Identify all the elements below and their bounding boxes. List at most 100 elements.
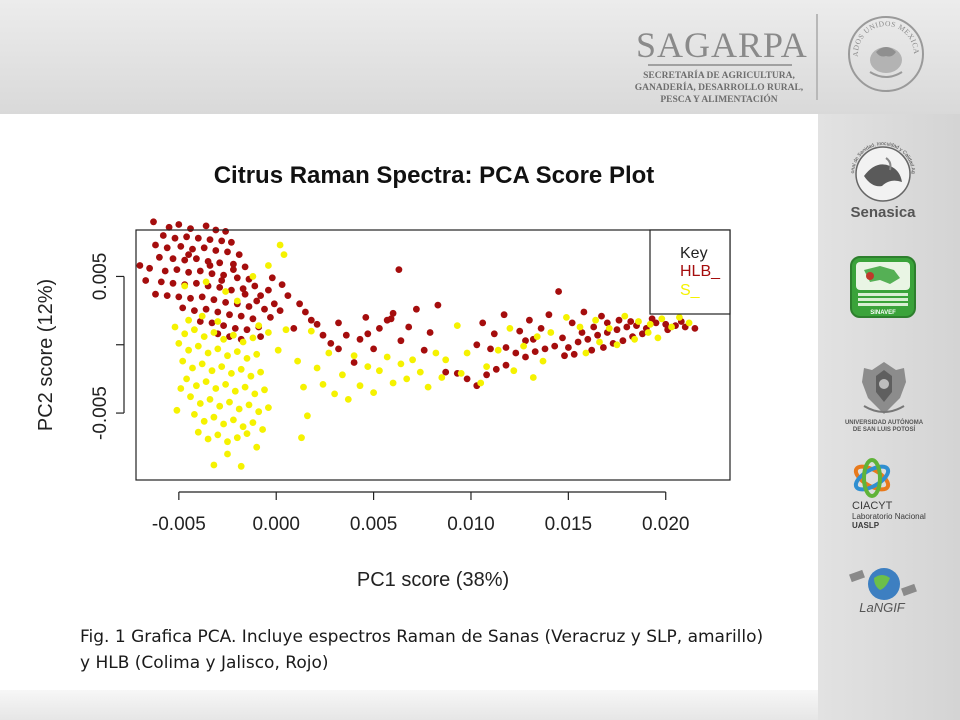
hlb-point	[189, 245, 196, 253]
hlb-point	[175, 221, 183, 228]
hlb-point	[267, 314, 274, 321]
y-tick-label: 0.005	[90, 253, 111, 301]
hlb-point	[307, 316, 315, 324]
senasica-caption: Senasica	[850, 204, 916, 221]
sagarpa-divider	[648, 64, 792, 66]
ciacyt-caption: CIACYT Laboratorio Nacional UASLP	[852, 500, 942, 530]
hlb-point	[218, 277, 226, 284]
sagarpa-subtitle-line-2: GANADERÍA, DESARROLLO RURAL,	[634, 83, 804, 93]
s-point	[685, 319, 693, 327]
hlb-point	[181, 256, 189, 264]
hlb-point	[487, 345, 494, 353]
figure-caption: Fig. 1 Grafica PCA. Incluye espectros Ra…	[80, 624, 800, 676]
s-point	[438, 374, 446, 381]
hlb-point	[276, 307, 284, 314]
hlb-point	[580, 308, 588, 316]
ciacyt-caption-line-1: CIACYT	[852, 500, 893, 512]
hlb-point	[177, 243, 185, 250]
hlb-point	[526, 316, 533, 324]
hlb-point	[233, 274, 241, 282]
s-point	[582, 349, 590, 357]
s-point	[200, 417, 208, 425]
s-point	[177, 385, 185, 392]
s-point	[635, 318, 642, 325]
hlb-point	[356, 335, 364, 343]
hlb-point	[619, 337, 627, 345]
chart-title: Citrus Raman Spectra: PCA Score Plot	[214, 162, 655, 189]
s-point	[529, 374, 537, 381]
hlb-point	[156, 253, 163, 261]
hlb-point	[198, 293, 206, 301]
hlb-point	[163, 244, 171, 252]
s-point	[249, 334, 257, 342]
s-point	[331, 390, 338, 398]
s-point	[233, 348, 241, 355]
s-point	[265, 262, 272, 269]
hlb-point	[146, 264, 154, 272]
legend-entry-hlb: HLB_	[680, 263, 721, 280]
s-point	[189, 364, 196, 372]
s-point	[204, 349, 212, 357]
sagarpa-subtitle: SECRETARÍA DE AGRICULTURA, GANADERÍA, DE…	[630, 70, 808, 106]
hlb-point	[588, 346, 596, 354]
langif-logo: LaNGIF	[849, 568, 917, 615]
s-point	[644, 329, 652, 336]
hlb-point	[516, 327, 524, 335]
legend-entry-s: S_	[680, 282, 701, 299]
hlb-point	[350, 359, 358, 366]
hlb-point	[284, 292, 292, 299]
hlb-point	[490, 330, 498, 338]
x-axis: -0.005 0.000 0.005 0.010 0.015 0.020	[152, 491, 690, 535]
s-point	[533, 333, 541, 340]
header-divider	[816, 14, 818, 100]
s-point	[214, 431, 222, 439]
s-point	[668, 323, 675, 331]
hlb-point	[142, 277, 150, 284]
hlb-point	[169, 255, 177, 263]
s-point	[171, 323, 179, 331]
header-band	[0, 0, 960, 114]
ciacyt-caption-line-2: Laboratorio Nacional	[852, 512, 926, 521]
s-point	[185, 316, 193, 324]
s-point	[477, 379, 485, 387]
s-point	[224, 438, 231, 446]
s-point	[237, 365, 245, 373]
hlb-point	[442, 368, 450, 376]
uaslp-caption: UNIVERSIDAD AUTÓNOMA DE SAN LUIS POTOSÍ	[836, 420, 932, 434]
hlb-point	[183, 233, 191, 241]
s-point	[243, 355, 251, 362]
hlb-point	[136, 262, 144, 269]
s-point	[539, 357, 547, 365]
s-point	[214, 345, 222, 353]
s-point	[631, 335, 638, 343]
s-point	[212, 385, 220, 392]
x-tick-label: -0.005	[152, 514, 206, 535]
hlb-point	[239, 285, 247, 293]
hlb-point	[594, 331, 601, 339]
x-tick-label: 0.020	[642, 514, 690, 535]
s-point	[175, 340, 183, 347]
s-point	[409, 356, 416, 364]
hlb-point	[187, 225, 194, 232]
scatter-points	[136, 218, 699, 470]
hlb-point	[243, 326, 251, 334]
hlb-point	[463, 375, 471, 383]
mexican-seal-logo: ESTADOS UNIDOS MEXICANOS	[846, 14, 924, 92]
hlb-point	[257, 333, 264, 340]
s-point	[307, 327, 315, 335]
s-point	[364, 363, 372, 370]
s-point	[253, 443, 261, 451]
s-point	[646, 320, 654, 328]
hlb-point	[296, 300, 303, 308]
s-point	[403, 375, 411, 383]
hlb-point	[165, 223, 173, 231]
s-point	[376, 367, 383, 375]
hlb-point	[574, 338, 582, 346]
s-point	[356, 382, 364, 390]
hlb-point	[290, 325, 298, 332]
hlb-point	[222, 299, 230, 306]
s-point	[222, 288, 230, 295]
s-point	[200, 333, 208, 340]
s-point	[265, 329, 272, 336]
hlb-point	[214, 308, 222, 316]
